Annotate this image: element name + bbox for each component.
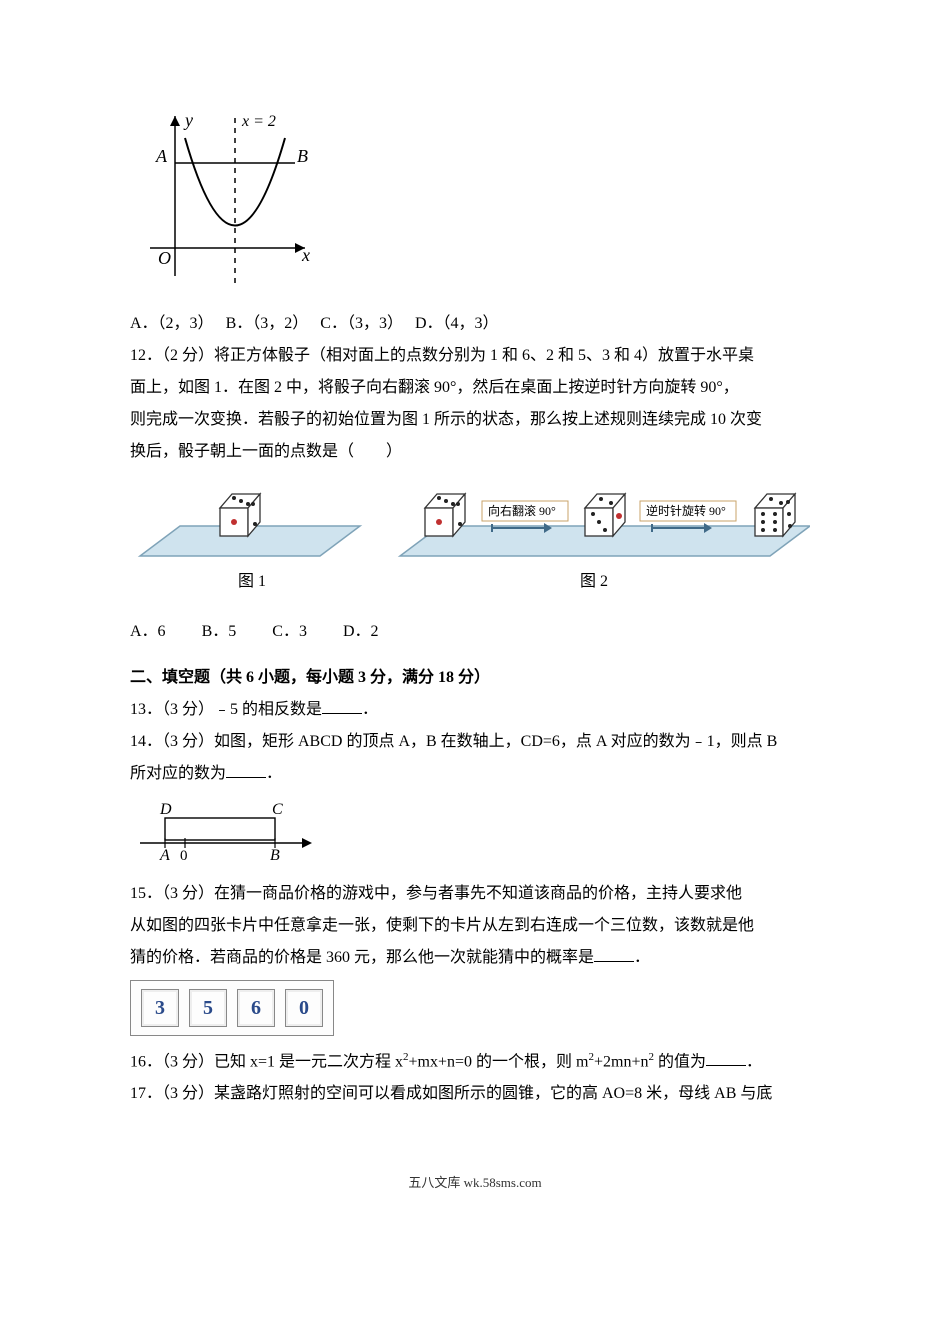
q13-blank — [322, 697, 362, 714]
fig1-caption: 图 1 — [238, 573, 266, 590]
q16-post: ． — [746, 1053, 762, 1070]
q14-line1: 14．（3 分）如图，矩形 ABCD 的顶点 A，B 在数轴上，CD=6，点 A… — [130, 726, 820, 758]
q14-l2-post: ． — [266, 765, 282, 782]
x-axis-label: x — [301, 245, 310, 265]
point-B: B — [297, 146, 308, 166]
q14-blank — [226, 761, 266, 778]
q12-stem-2: 面上，如图 1．在图 2 中，将骰子向右翻滚 90°，然后在桌面上按逆时针方向旋… — [130, 372, 820, 404]
q16-blank — [706, 1049, 746, 1066]
q11-choice-B: B．（3，2） — [226, 315, 301, 332]
card-3: 6 — [237, 989, 275, 1027]
q15-l1: 15．（3 分）在猜一商品价格的游戏中，参与者事先不知道该商品的价格，主持人要求… — [130, 878, 820, 910]
roll-right-label: 向右翻滚 90° — [488, 503, 556, 518]
rotate-ccw-label: 逆时针旋转 90° — [646, 503, 726, 518]
q15-cards: 3 5 6 0 — [130, 980, 334, 1036]
q12-choice-D: D．2 — [343, 623, 379, 640]
q16-pre: 16．（3 分）已知 x=1 是一元二次方程 x — [130, 1053, 403, 1070]
q11-choice-C: C．（3，3） — [320, 315, 395, 332]
q14-line2: 所对应的数为 ． — [130, 758, 820, 790]
q13-post: ． — [362, 701, 378, 718]
q15-l3-post: ． — [634, 949, 650, 966]
origin-label: O — [158, 248, 171, 268]
q17-l1: 17．（3 分）某盏路灯照射的空间可以看成如图所示的圆锥，它的高 AO=8 米，… — [130, 1078, 820, 1110]
q12-choice-A: A．6 — [130, 623, 166, 640]
card-1: 3 — [141, 989, 179, 1027]
label-D: D — [159, 801, 172, 818]
card-2: 5 — [189, 989, 227, 1027]
q12-stem-4: 换后，骰子朝上一面的点数是（ ） — [130, 436, 820, 468]
q16-mid: +mx+n=0 的一个根，则 m — [409, 1053, 589, 1070]
q15-blank — [594, 945, 634, 962]
q11-choice-D: D．（4，3） — [415, 315, 499, 332]
label-C: C — [272, 801, 283, 818]
y-axis-label: y — [183, 110, 193, 130]
point-A: A — [155, 146, 168, 166]
q11-figure: y x x = 2 A B O — [130, 108, 820, 298]
section2-heading: 二、填空题（共 6 小题，每小题 3 分，满分 18 分） — [130, 662, 820, 694]
label-B: B — [270, 847, 280, 864]
q11-choices: A．（2，3） B．（3，2） C．（3，3） D．（4，3） — [130, 308, 820, 340]
q15-l3-pre: 猜的价格．若商品的价格是 360 元，那么他一次就能猜中的概率是 — [130, 949, 594, 966]
card-4: 0 — [285, 989, 323, 1027]
q11-choice-A: A．（2，3） — [130, 315, 206, 332]
q16-post-pre: 的值为 — [654, 1053, 706, 1070]
q14-figure: D C A 0 B — [130, 798, 820, 868]
q15-l2: 从如图的四张卡片中任意拿走一张，使剩下的卡片从左到右连成一个三位数，该数就是他 — [130, 910, 820, 942]
q12-stem-3: 则完成一次变换．若骰子的初始位置为图 1 所示的状态，那么按上述规则连续完成 1… — [130, 404, 820, 436]
label-0: 0 — [180, 848, 188, 864]
q12-figure: 向右翻滚 90° — [130, 476, 820, 606]
page-footer: 五八文库 wk.58sms.com — [130, 1170, 820, 1196]
q14-l2-pre: 所对应的数为 — [130, 765, 226, 782]
q12-choice-C: C．3 — [272, 623, 307, 640]
q13-pre: 13．（3 分）﹣5 的相反数是 — [130, 701, 322, 718]
q16-mid2: +2mn+n — [594, 1053, 649, 1070]
fig2-caption: 图 2 — [580, 573, 608, 590]
q16: 16．（3 分）已知 x=1 是一元二次方程 x2+mx+n=0 的一个根，则 … — [130, 1046, 820, 1078]
axis-sym-label: x = 2 — [241, 113, 276, 130]
q12-choice-B: B．5 — [202, 623, 237, 640]
label-A: A — [159, 847, 170, 864]
q12-choices: A．6 B．5 C．3 D．2 — [130, 616, 820, 648]
q15-l3: 猜的价格．若商品的价格是 360 元，那么他一次就能猜中的概率是 ． — [130, 942, 820, 974]
q13: 13．（3 分）﹣5 的相反数是 ． — [130, 694, 820, 726]
q12-stem-1: 12．（2 分）将正方体骰子（相对面上的点数分别为 1 和 6、2 和 5、3 … — [130, 340, 820, 372]
